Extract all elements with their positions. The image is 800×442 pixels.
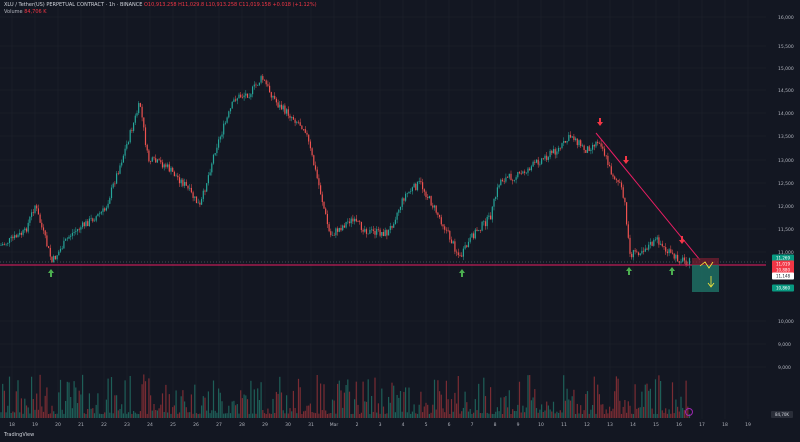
price-axis-label: 11,500 bbox=[778, 227, 794, 233]
chart-grid bbox=[0, 0, 766, 419]
time-axis-label: 19 bbox=[32, 422, 38, 428]
replay-icon[interactable] bbox=[685, 408, 693, 416]
time-axis-label: Mar bbox=[330, 422, 339, 428]
price-axis-label: 15,000 bbox=[778, 66, 794, 72]
price-axis[interactable]: 16,000 15,500 15,000 14,500 14,000 13,500 13,0… bbox=[778, 15, 794, 371]
time-axis-label: 18 bbox=[722, 422, 728, 428]
price-axis-label: 14,500 bbox=[778, 88, 794, 94]
price-tag: 11,269 bbox=[776, 256, 790, 261]
price-tag: 11,148 bbox=[776, 274, 790, 279]
arrow-up-icon bbox=[626, 267, 632, 275]
price-tag: 11,019 bbox=[776, 262, 790, 267]
time-axis-label: 14 bbox=[630, 422, 636, 428]
time-axis-label: 30 bbox=[285, 422, 291, 428]
price-tag: 10,880 bbox=[776, 268, 790, 273]
price-axis-label: 9,000 bbox=[778, 342, 791, 348]
projection-zigzag bbox=[699, 261, 714, 269]
price-tag: 10,860 bbox=[776, 286, 790, 291]
arrow-up-icon bbox=[459, 269, 465, 277]
ohlc-values: O10,913.258 H11,029.8 L10,913.258 C11,01… bbox=[144, 2, 317, 8]
time-axis-label: 5 bbox=[425, 422, 428, 428]
price-axis-label: 12,000 bbox=[778, 204, 794, 210]
price-axis-label: 16,000 bbox=[778, 15, 794, 21]
time-axis-label: 16 bbox=[676, 422, 682, 428]
price-axis-label: 13,500 bbox=[778, 134, 794, 140]
time-axis-label: 23 bbox=[124, 422, 130, 428]
volume-label[interactable]: Volume bbox=[4, 9, 23, 15]
price-axis-label: 13,000 bbox=[778, 158, 794, 164]
time-axis-label: 20 bbox=[55, 422, 61, 428]
tradingview-logo[interactable]: TradingView bbox=[4, 432, 35, 438]
price-axis-label: 14,000 bbox=[778, 111, 794, 117]
time-axis-label: 28 bbox=[239, 422, 245, 428]
short-position-stop-box[interactable] bbox=[692, 258, 719, 265]
time-axis-label: 7 bbox=[471, 422, 474, 428]
symbol-title[interactable]: XLU / Tether(US) PERPETUAL CONTRACT · 1h… bbox=[4, 2, 143, 8]
time-axis-bg[interactable] bbox=[0, 419, 766, 431]
time-axis-label: 2 bbox=[356, 422, 359, 428]
time-axis-label: 29 bbox=[262, 422, 268, 428]
time-axis-label: 25 bbox=[170, 422, 176, 428]
time-axis-label: 9 bbox=[517, 422, 520, 428]
time-axis[interactable]: 18 19 20 21 22 23 24 25 26 27 28 29 30 31 Mar 2 3 4 5 6 7 8 9 1… bbox=[9, 422, 751, 428]
time-axis-label: 19 bbox=[745, 422, 751, 428]
downtrend-line[interactable] bbox=[595, 132, 701, 261]
time-axis-label: 31 bbox=[308, 422, 314, 428]
price-axis-bg[interactable] bbox=[766, 0, 800, 442]
time-axis-label: 11 bbox=[561, 422, 567, 428]
volume-tag: 84,70K bbox=[771, 411, 793, 418]
time-axis-label: 13 bbox=[607, 422, 613, 428]
price-axis-label: 12,500 bbox=[778, 181, 794, 187]
time-axis-label: 15 bbox=[653, 422, 659, 428]
time-axis-label: 27 bbox=[216, 422, 222, 428]
time-axis-label: 18 bbox=[9, 422, 15, 428]
projection-down-arrow bbox=[707, 276, 715, 288]
arrow-down-icon bbox=[623, 156, 629, 164]
price-axis-label: 9,000 bbox=[778, 365, 791, 371]
time-axis-label: 10 bbox=[538, 422, 544, 428]
time-axis-label: 8 bbox=[494, 422, 497, 428]
volume-value: 84,706 K bbox=[24, 9, 47, 15]
price-axis-label: 11,000 bbox=[778, 250, 794, 256]
time-axis-label: 21 bbox=[78, 422, 84, 428]
time-axis-label: 26 bbox=[193, 422, 199, 428]
price-axis-label: 10,000 bbox=[778, 319, 794, 325]
arrow-down-icon bbox=[597, 118, 603, 126]
time-axis-label: 12 bbox=[584, 422, 590, 428]
price-axis-label: 15,500 bbox=[778, 44, 794, 50]
time-axis-label: 24 bbox=[147, 422, 153, 428]
candlesticks bbox=[0, 74, 691, 269]
arrow-down-icon bbox=[679, 236, 685, 244]
chart-legend: XLU / Tether(US) PERPETUAL CONTRACT · 1h… bbox=[4, 2, 317, 16]
arrow-up-icon bbox=[669, 267, 675, 275]
time-axis-label: 4 bbox=[402, 422, 405, 428]
time-axis-label: 22 bbox=[101, 422, 107, 428]
short-position-target-box[interactable] bbox=[692, 265, 719, 292]
time-axis-label: 17 bbox=[699, 422, 705, 428]
volume-bars bbox=[0, 374, 691, 418]
time-axis-label: 6 bbox=[448, 422, 451, 428]
arrow-up-icon bbox=[48, 269, 54, 277]
time-axis-label: 3 bbox=[379, 422, 382, 428]
